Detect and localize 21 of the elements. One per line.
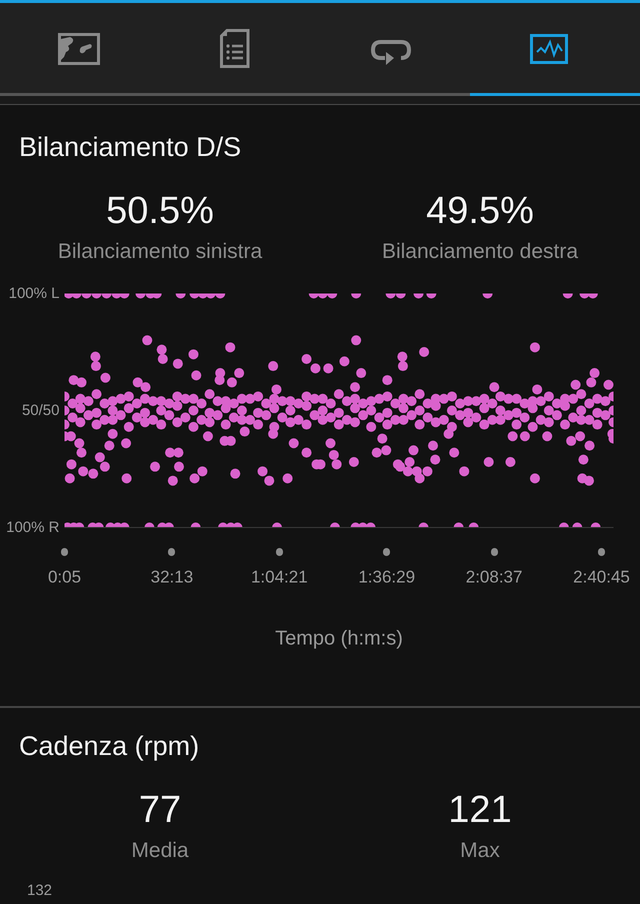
x-axis-title: Tempo (h:m:s) bbox=[275, 628, 403, 650]
text: Cadenza (rpm) bbox=[19, 730, 200, 763]
text: Media bbox=[130, 838, 190, 864]
chart-title: Bilanciamento D/S bbox=[19, 131, 242, 164]
text: 132 bbox=[27, 882, 52, 900]
text: Max bbox=[459, 838, 501, 864]
text: 77 bbox=[138, 788, 182, 832]
text: 50.5% bbox=[105, 189, 215, 233]
text: 50/50 bbox=[22, 402, 60, 419]
text: Bilanciamento sinistra bbox=[56, 239, 264, 265]
text: Bilanciamento destra bbox=[380, 239, 580, 265]
x-tick-label: 2:08:37 bbox=[466, 568, 522, 586]
x-tick-label: 1:36:29 bbox=[358, 568, 416, 586]
x-tick-label: 0:05 bbox=[48, 568, 82, 586]
x-tick-label: 2:40:45 bbox=[573, 568, 630, 586]
text: 100% L bbox=[8, 285, 60, 302]
text: 121 bbox=[447, 788, 513, 832]
x-tick-label: 1:04:21 bbox=[250, 568, 308, 586]
text: 49.5% bbox=[425, 189, 535, 233]
x-tick-label: 32:13 bbox=[150, 568, 194, 586]
text: 100% R bbox=[6, 519, 60, 536]
